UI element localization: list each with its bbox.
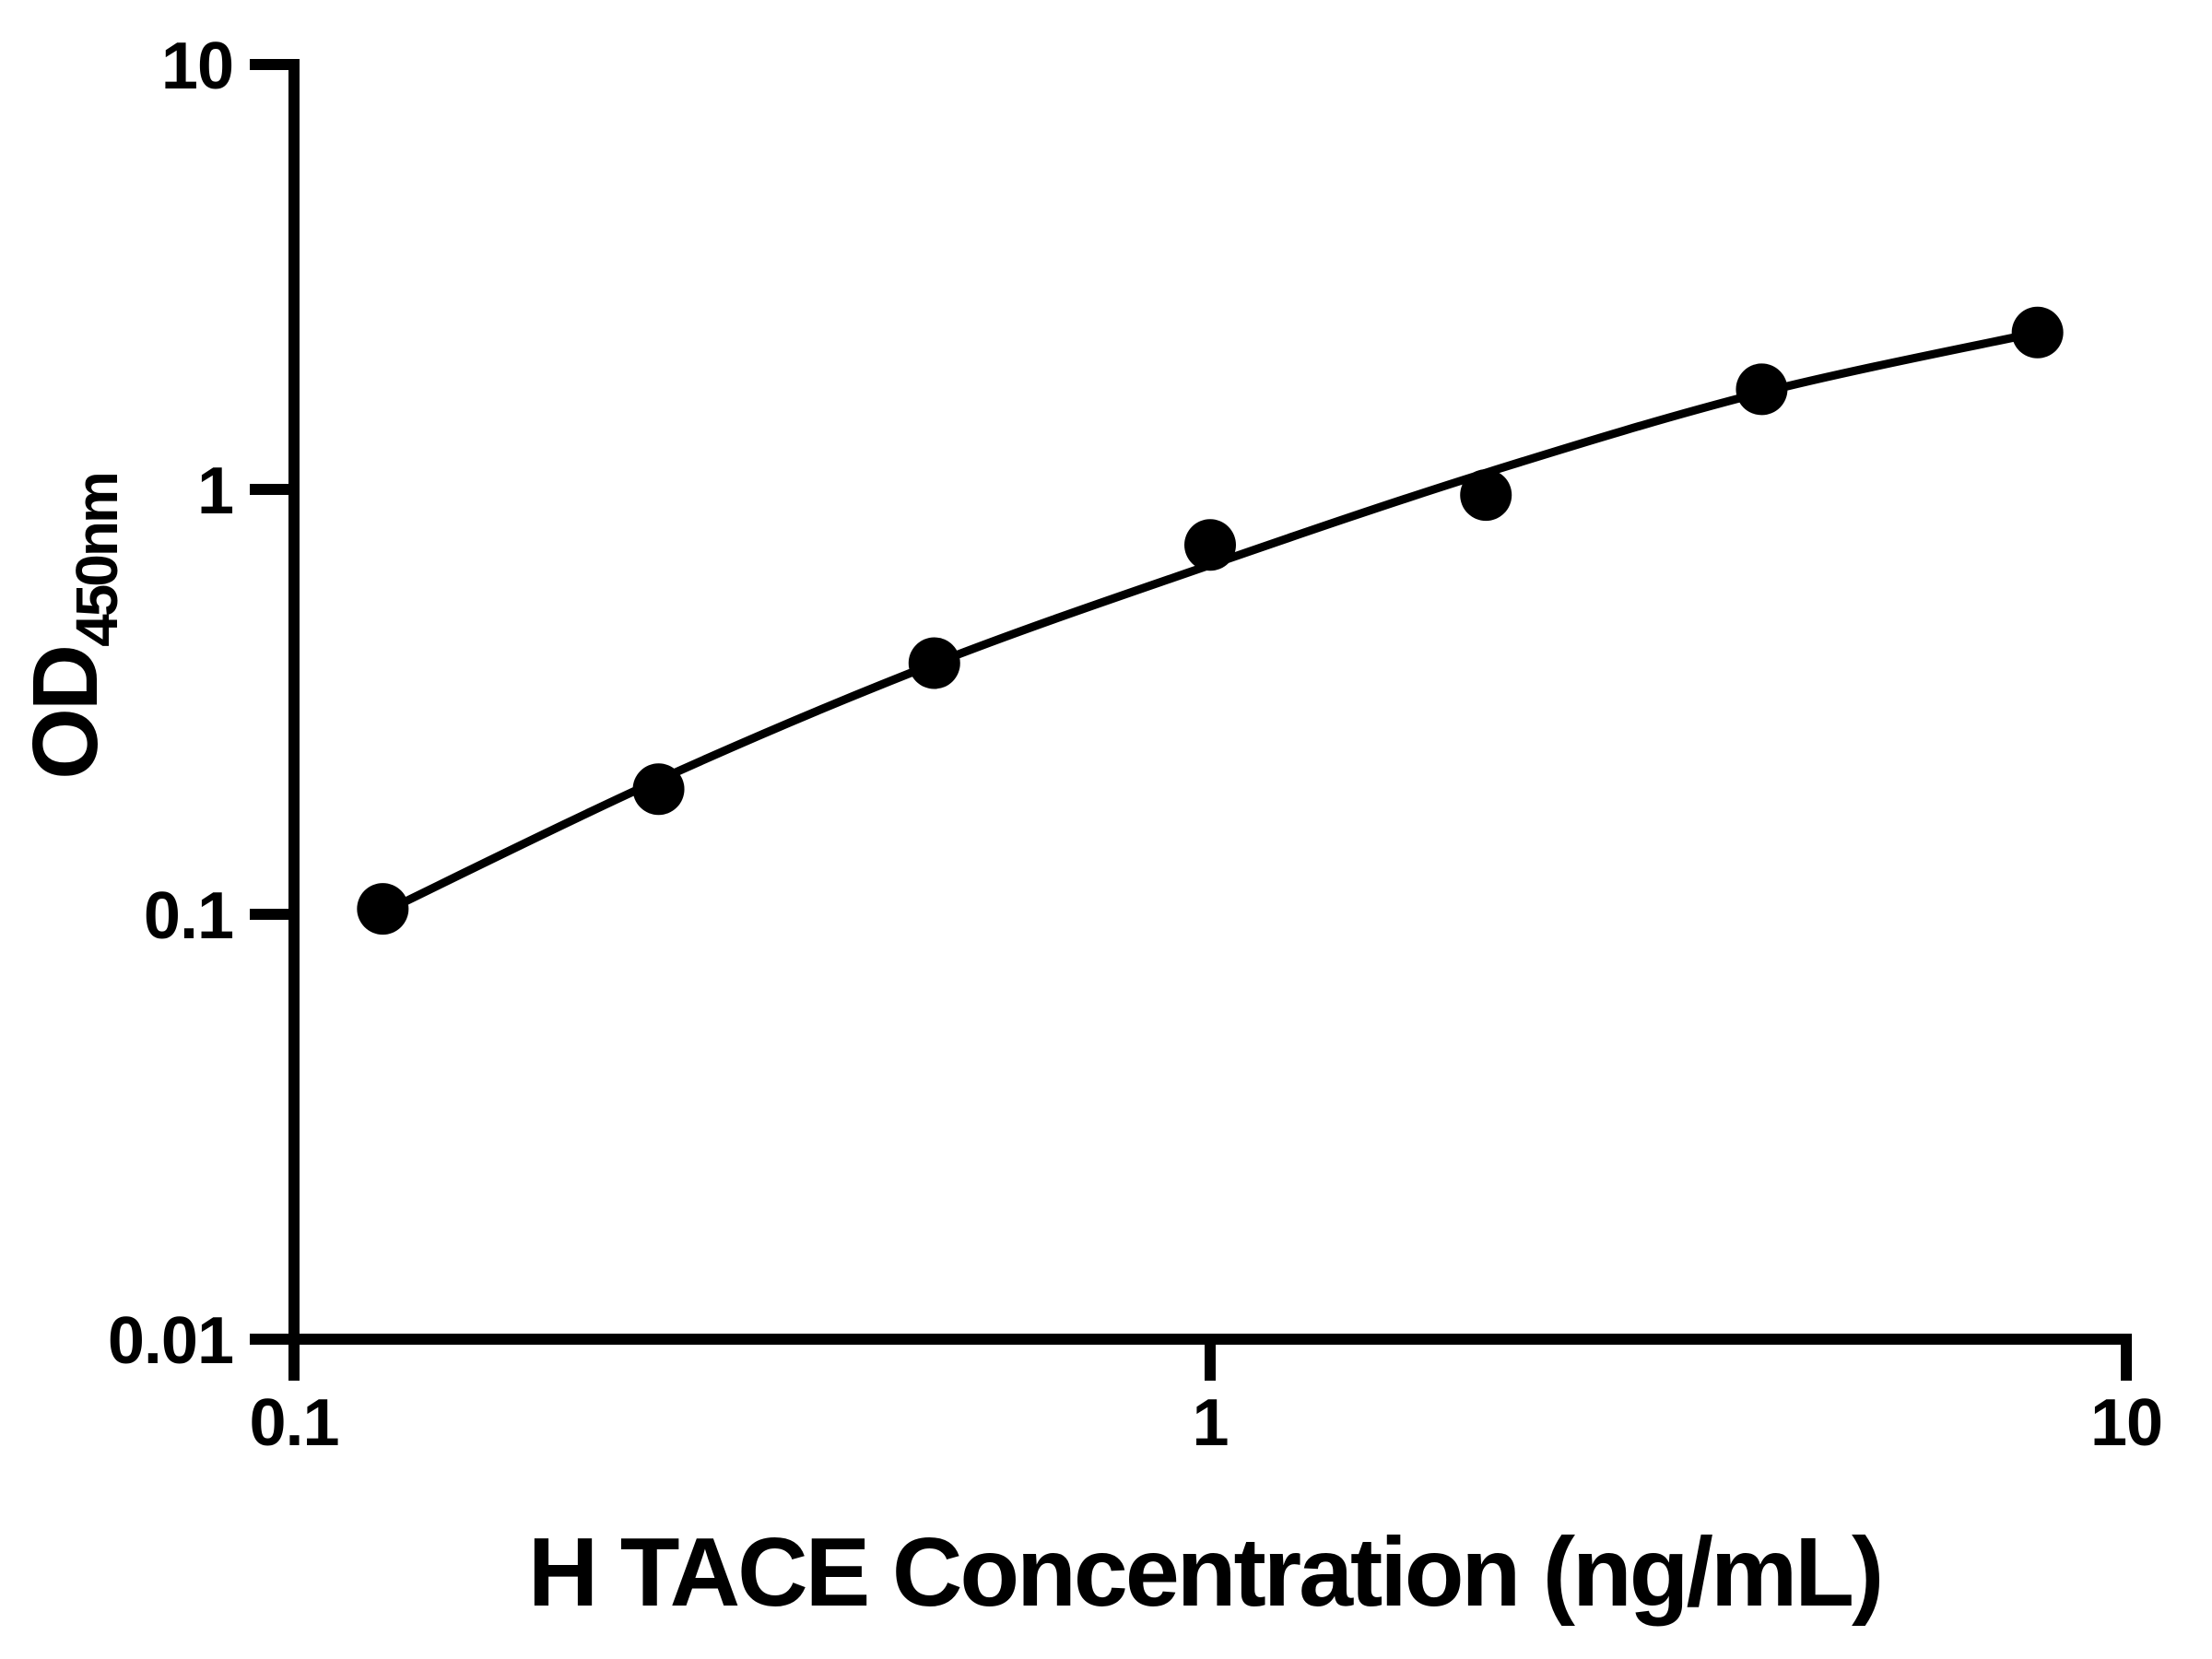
y-tick xyxy=(250,1334,288,1345)
y-tick xyxy=(250,909,288,920)
y-tick-label: 1 xyxy=(197,454,233,528)
x-tick-label: 1 xyxy=(1192,1386,1228,1460)
standard-curve-line xyxy=(381,328,2039,917)
y-axis-title-main: OD xyxy=(14,647,117,780)
data-point xyxy=(632,763,685,816)
y-axis-title-subscript: 450nm xyxy=(64,474,130,647)
data-point xyxy=(908,637,960,689)
series xyxy=(357,306,2064,935)
data-point xyxy=(1184,519,1236,571)
x-axis-title: H TACE Concentration (ng/mL) xyxy=(528,1518,1882,1627)
y-tick-label: 10 xyxy=(161,29,233,103)
data-point xyxy=(1735,363,1788,416)
data-point xyxy=(1460,469,1512,522)
y-tick xyxy=(250,59,288,70)
y-axis-title: OD450nm xyxy=(14,474,130,780)
x-tick xyxy=(288,1339,300,1381)
y-axis-spine xyxy=(288,59,300,1345)
x-tick-label: 10 xyxy=(2090,1386,2162,1460)
y-tick xyxy=(250,484,288,495)
y-tick-label: 0.1 xyxy=(144,879,233,953)
data-point xyxy=(2011,306,2064,359)
data-point xyxy=(357,883,409,935)
x-tick-label: 0.1 xyxy=(249,1386,338,1460)
x-tick xyxy=(2121,1339,2132,1381)
x-tick xyxy=(1205,1339,1216,1381)
y-tick-label: 0.01 xyxy=(108,1304,233,1378)
